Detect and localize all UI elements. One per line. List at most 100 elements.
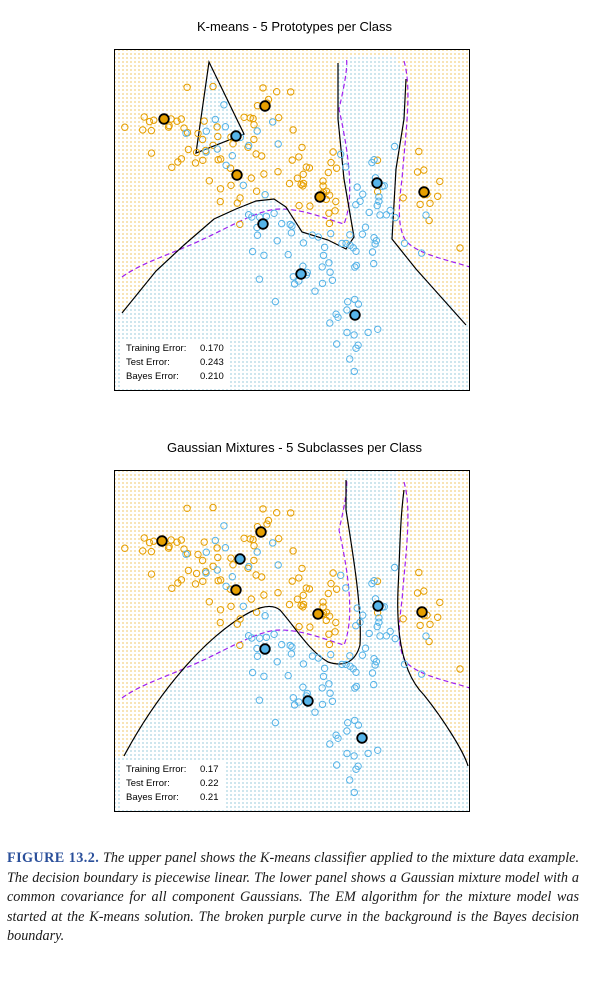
test-error-value: 0.22 [200, 778, 219, 789]
observation-orange [147, 149, 156, 157]
observation-orange [147, 126, 156, 135]
observation-blue [373, 201, 381, 210]
observation-blue [318, 700, 327, 709]
observation-blue [365, 629, 373, 638]
observation-blue [352, 201, 360, 209]
observation-blue [332, 731, 340, 739]
observation-blue [353, 604, 361, 612]
observation-orange [413, 589, 422, 597]
error-legend-box [120, 339, 230, 387]
observation-orange [297, 180, 305, 189]
observation-orange [214, 132, 222, 141]
observation-blue [390, 142, 399, 151]
observation-orange [275, 113, 283, 122]
observation-blue [350, 331, 358, 339]
observation-orange [229, 561, 237, 569]
observation-blue [375, 193, 383, 201]
observation-blue [333, 340, 341, 348]
observation-blue [253, 652, 262, 660]
observation-blue [288, 643, 296, 651]
observation-orange [173, 538, 181, 546]
observation-blue [228, 152, 237, 160]
bayes-error-value: 0.21 [200, 792, 219, 803]
observation-blue [343, 328, 351, 337]
observation-orange [293, 174, 302, 182]
observation-blue [318, 279, 327, 288]
observation-blue [274, 561, 282, 569]
observation-blue [220, 522, 228, 530]
observation-orange [233, 199, 242, 207]
observation-orange [259, 505, 267, 513]
observation-orange [399, 615, 407, 623]
bayes-error-label: Bayes Error: [126, 792, 179, 803]
observation-blue [375, 618, 383, 626]
observation-orange [250, 135, 258, 144]
observation-orange [200, 117, 208, 125]
observation-blue [202, 127, 211, 135]
observation-orange [436, 598, 444, 607]
observation-blue [358, 651, 367, 659]
observation-orange [298, 564, 306, 573]
observation-blue [359, 190, 367, 198]
observation-orange [168, 584, 176, 593]
observation-orange [332, 585, 341, 593]
panel-title-gaussian: Gaussian Mixtures - 5 Subclasses per Cla… [166, 440, 423, 455]
observation-orange [205, 177, 214, 185]
observation-orange [322, 187, 331, 196]
observation-blue [422, 211, 430, 219]
observation-blue [370, 577, 378, 585]
observation-blue [350, 367, 359, 376]
observation-orange [213, 544, 221, 552]
prototype-blue [234, 553, 246, 565]
observation-orange [420, 166, 428, 174]
observation-blue [221, 544, 230, 552]
observation-orange [180, 545, 188, 553]
observation-blue [352, 765, 360, 773]
observation-orange [194, 550, 202, 559]
observation-blue [308, 652, 317, 660]
observation-blue [343, 306, 351, 314]
observation-orange [227, 602, 235, 611]
observation-blue [245, 141, 253, 150]
observation-blue [370, 234, 378, 242]
error-legend-box [120, 760, 224, 808]
observation-blue [284, 250, 292, 259]
observation-blue [220, 101, 228, 109]
observation-blue [344, 298, 352, 306]
prototype-markers [156, 526, 428, 744]
observation-orange [416, 200, 424, 209]
observation-blue [248, 213, 256, 221]
observation-orange [305, 585, 314, 593]
observation-orange [252, 608, 261, 616]
observation-orange [209, 503, 217, 512]
gm-boundary-right [397, 489, 469, 767]
observation-orange [216, 197, 225, 206]
observation-orange [247, 595, 256, 603]
observation-orange [325, 630, 333, 638]
blue-triangle-region [196, 62, 244, 153]
observation-blue [346, 231, 354, 239]
observation-orange [425, 637, 433, 646]
observation-blue [342, 584, 350, 592]
observation-blue [273, 237, 281, 245]
kmeans-boundary-left [121, 63, 355, 314]
observation-blue [271, 718, 280, 727]
observation-blue [343, 749, 351, 758]
observation-blue [182, 129, 190, 137]
observation-blue [354, 300, 363, 308]
observation-orange [145, 117, 154, 126]
observation-orange [319, 603, 327, 611]
observation-orange [236, 220, 244, 229]
observation-blue [374, 746, 382, 754]
observation-blue [342, 163, 350, 171]
observation-blue [364, 328, 372, 337]
observation-orange [302, 163, 311, 171]
observation-orange [250, 542, 258, 550]
observation-orange [250, 121, 258, 129]
observation-orange [399, 194, 407, 202]
observation-blue [261, 612, 269, 620]
observation-blue [354, 721, 363, 729]
observation-orange [150, 116, 158, 124]
observation-orange [420, 587, 428, 595]
prototype-orange [156, 535, 168, 547]
